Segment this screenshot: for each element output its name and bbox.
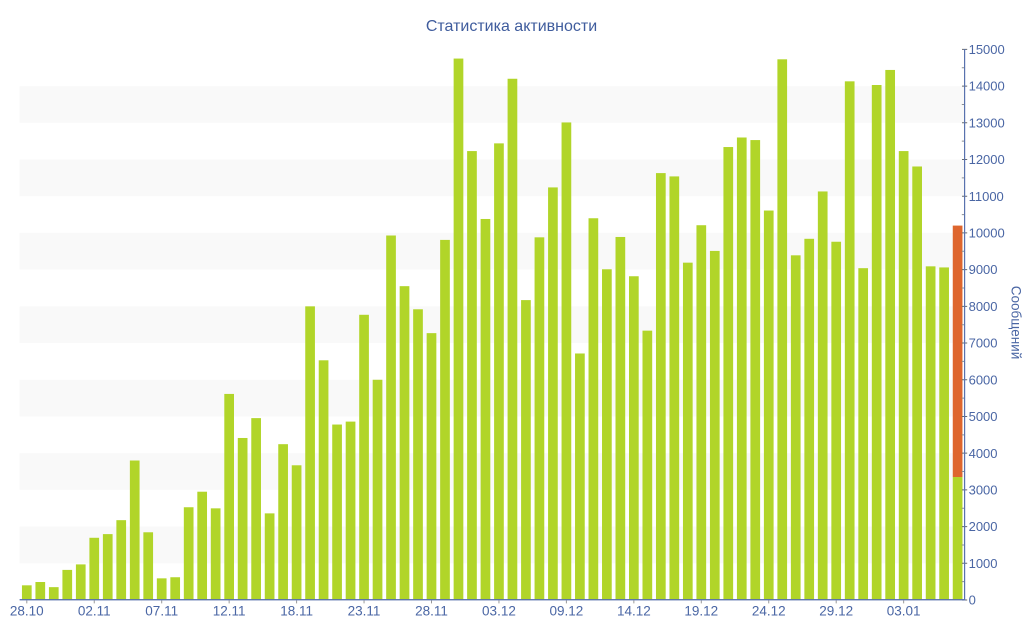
svg-text:9000: 9000 xyxy=(969,262,998,277)
svg-text:07.11: 07.11 xyxy=(145,603,178,618)
svg-text:Статистика активности: Статистика активности xyxy=(426,18,597,35)
svg-text:5000: 5000 xyxy=(969,409,998,424)
svg-text:12.11: 12.11 xyxy=(213,603,246,618)
svg-text:14000: 14000 xyxy=(969,79,1005,94)
svg-text:11000: 11000 xyxy=(969,189,1004,204)
svg-text:14.12: 14.12 xyxy=(617,603,651,618)
svg-text:03.12: 03.12 xyxy=(482,603,516,618)
svg-text:12000: 12000 xyxy=(969,152,1005,167)
svg-text:29.12: 29.12 xyxy=(819,603,853,618)
svg-text:02.11: 02.11 xyxy=(78,603,111,618)
svg-text:4000: 4000 xyxy=(969,446,998,461)
svg-text:6000: 6000 xyxy=(969,372,998,387)
svg-text:2000: 2000 xyxy=(969,519,998,534)
svg-text:03.01: 03.01 xyxy=(887,603,921,618)
svg-text:23.11: 23.11 xyxy=(348,603,381,618)
svg-text:1000: 1000 xyxy=(969,556,998,571)
svg-text:10000: 10000 xyxy=(969,226,1005,241)
svg-text:0: 0 xyxy=(969,593,976,608)
svg-text:13000: 13000 xyxy=(969,115,1005,130)
svg-text:24.12: 24.12 xyxy=(752,603,786,618)
svg-text:3000: 3000 xyxy=(969,482,998,497)
svg-text:15000: 15000 xyxy=(969,42,1005,57)
svg-text:19.12: 19.12 xyxy=(684,603,718,618)
svg-text:28.11: 28.11 xyxy=(415,603,448,618)
svg-text:7000: 7000 xyxy=(969,336,998,351)
svg-text:18.11: 18.11 xyxy=(280,603,313,618)
svg-text:Сообщений: Сообщений xyxy=(1009,286,1024,360)
svg-text:28.10: 28.10 xyxy=(10,603,44,618)
svg-text:8000: 8000 xyxy=(969,299,998,314)
svg-text:09.12: 09.12 xyxy=(550,603,584,618)
